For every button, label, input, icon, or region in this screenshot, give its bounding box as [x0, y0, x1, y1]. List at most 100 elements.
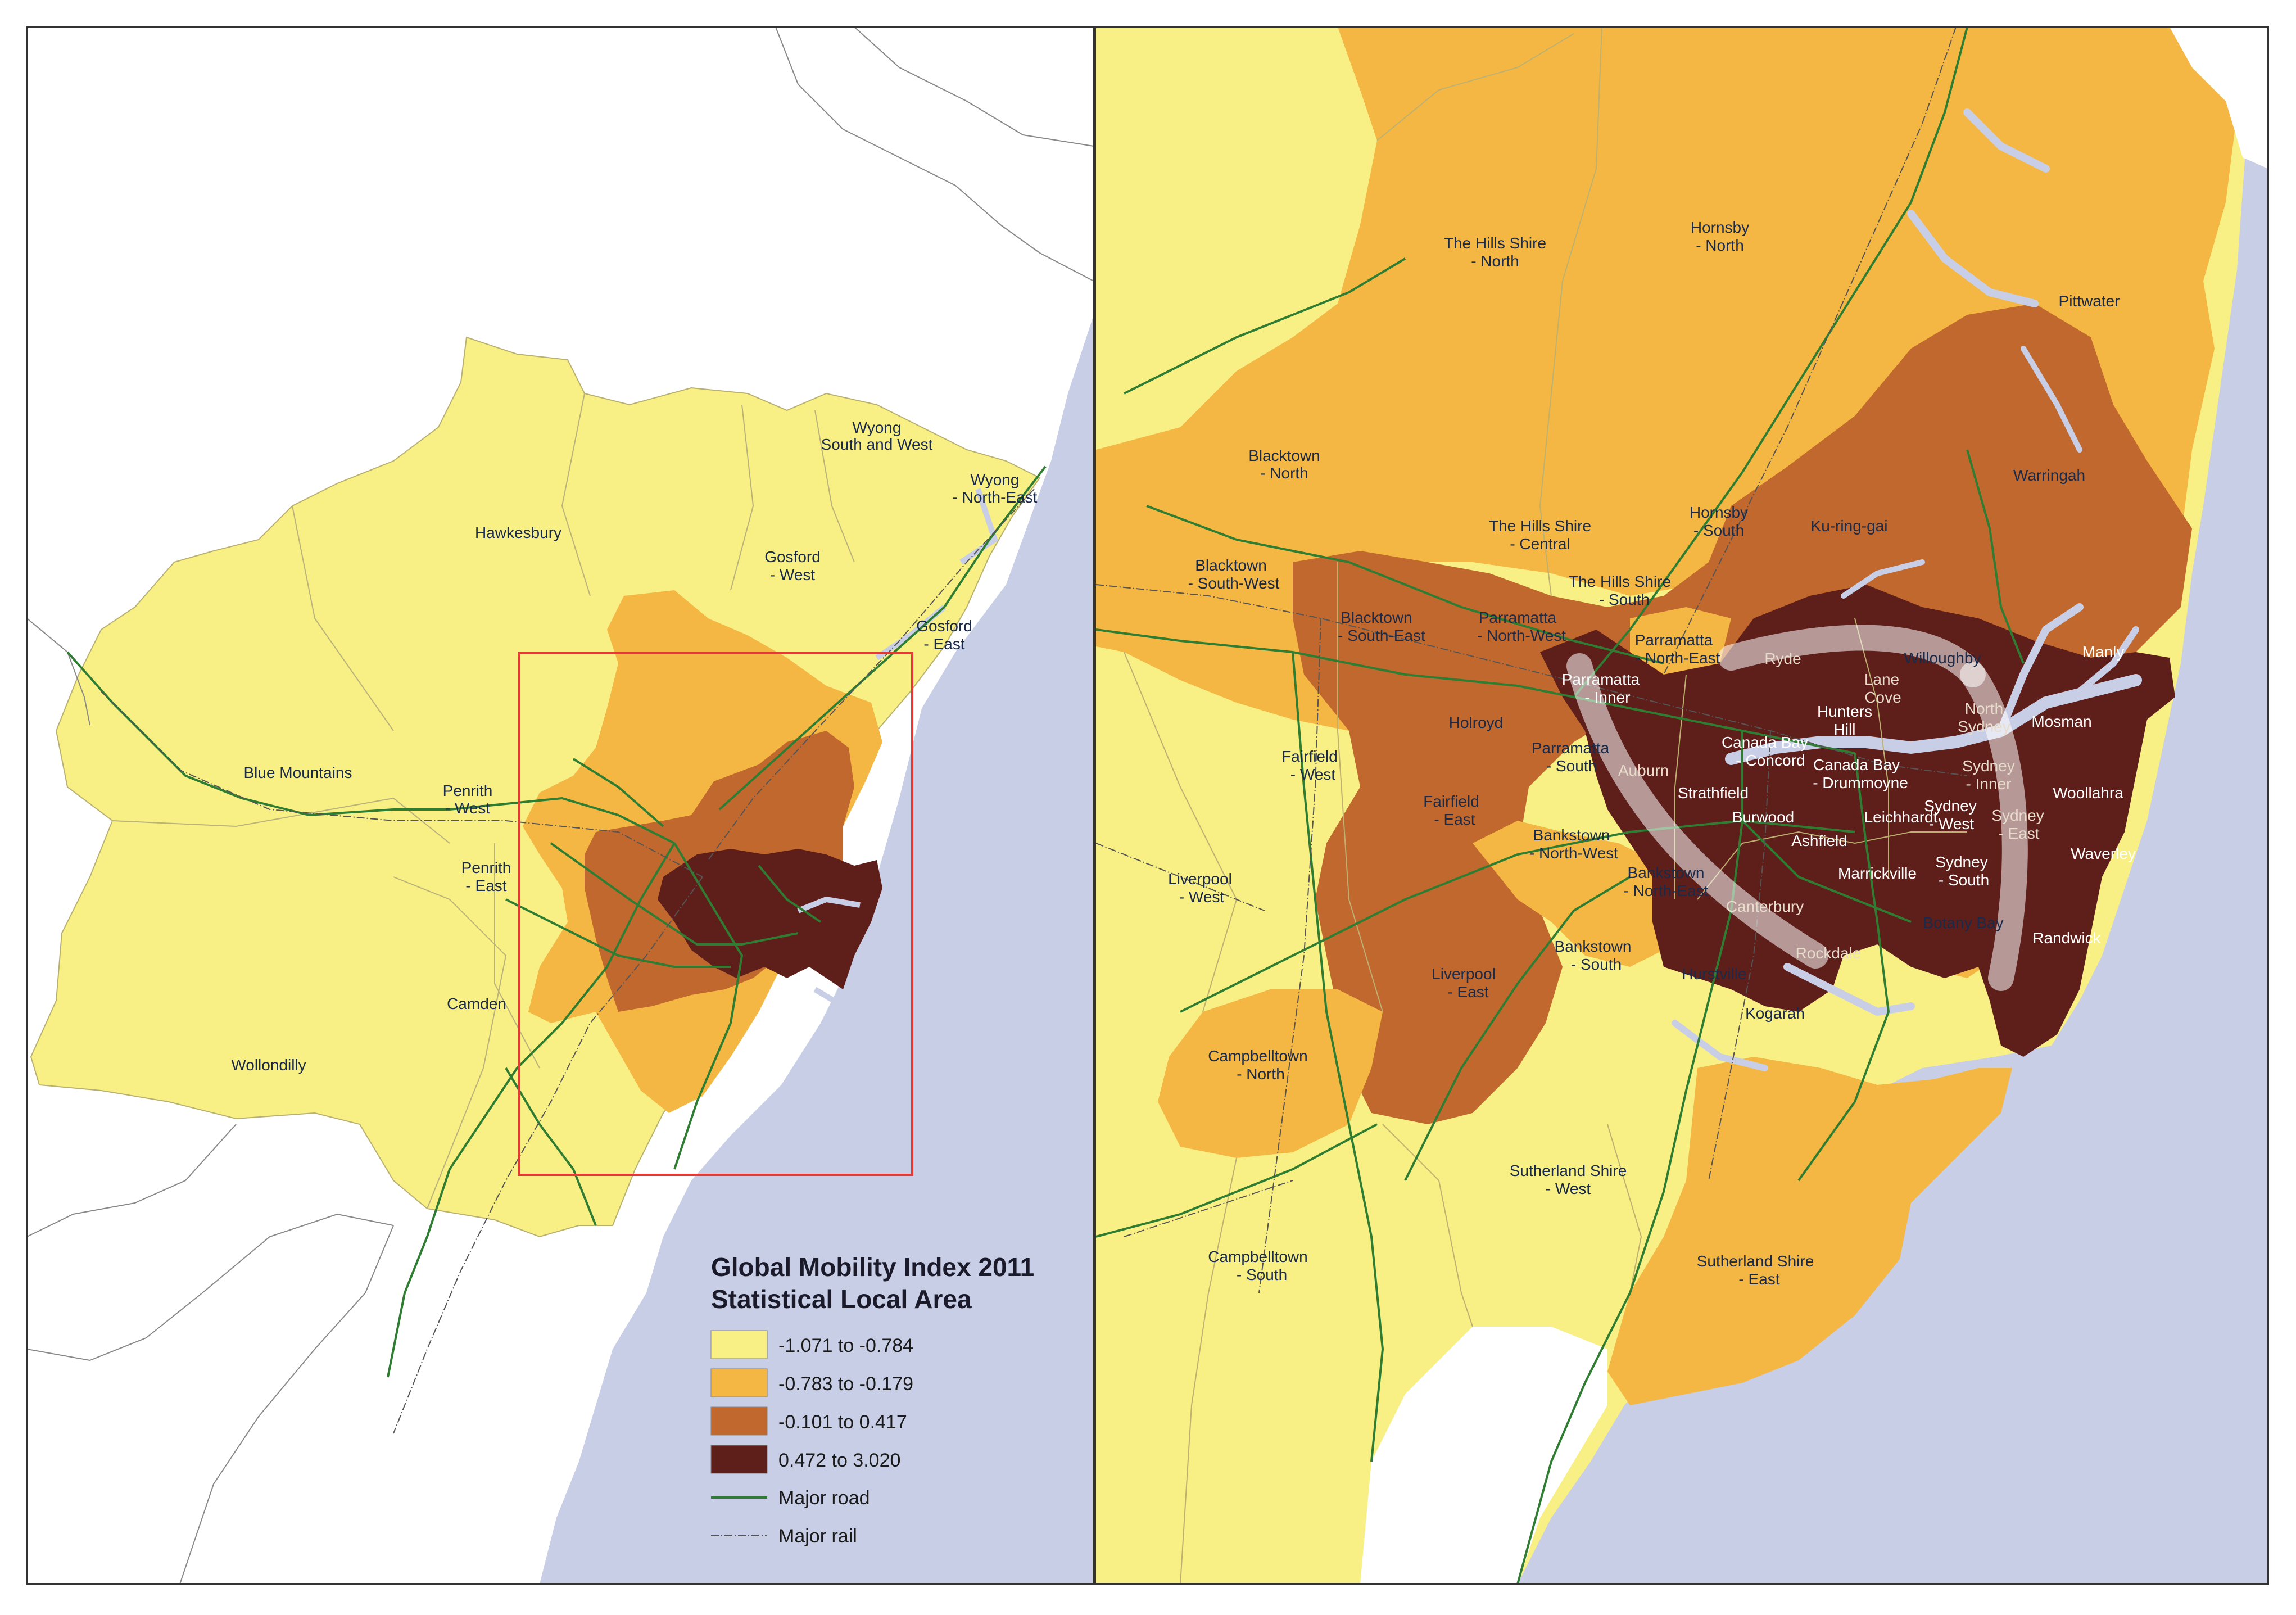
- label-woollahra: Woollahra: [2053, 784, 2123, 802]
- label-parramatta-inner-1: Parramatta: [1562, 671, 1640, 688]
- label-parramatta-north-east-2: - North-East: [1636, 649, 1720, 667]
- label-sydney-south-1: Sydney: [1935, 853, 1987, 871]
- detail-harbour-water: [1672, 108, 2142, 1071]
- label-sutherland-west-1: Sutherland Shire: [1510, 1162, 1627, 1179]
- label-ryde: Ryde: [1764, 650, 1801, 667]
- label-fairfield-west-1: Fairfield: [1281, 748, 1338, 765]
- label-blacktown-north-2: - North: [1260, 464, 1308, 482]
- label-parramatta-north-west-2: - North-West: [1477, 627, 1566, 644]
- overview-sea: [540, 315, 1094, 1584]
- detail-region-parramatta-ne: [1630, 607, 1731, 675]
- label-blacktown-south-west-1: Blacktown: [1195, 557, 1267, 574]
- label-bankstown-north-west-2: - North-West: [1529, 844, 1618, 862]
- label-parramatta-south-1: Parramatta: [1532, 739, 1610, 757]
- label-fairfield-west-2: - West: [1290, 766, 1336, 783]
- label-fairfield-east-2: - East: [1434, 811, 1475, 828]
- label-bankstown-north-east-1: Bankstown: [1628, 864, 1705, 881]
- label-sydney-south-2: - South: [1939, 871, 1989, 889]
- detail-region-midhigh: [1293, 304, 2192, 1124]
- label-hornsby-north-2: - North: [1696, 237, 1744, 254]
- label-randwick: Randwick: [2032, 929, 2101, 947]
- inset-extent-frame: [518, 652, 913, 1176]
- legend-swatch-class1: [710, 1330, 768, 1359]
- label-liverpool-west-2: - West: [1179, 888, 1225, 906]
- legend-swatch-class3: [710, 1406, 768, 1436]
- label-rockdale: Rockdale: [1796, 944, 1862, 962]
- label-ashfield: Ashfield: [1791, 832, 1847, 849]
- label-parramatta-north-west-1: Parramatta: [1479, 609, 1557, 626]
- detail-boundaries: [1124, 27, 1967, 1584]
- label-sutherland-east-1: Sutherland Shire: [1697, 1252, 1814, 1270]
- label-fairfield-east-1: Fairfield: [1423, 793, 1479, 810]
- detail-region-sutherland-east: [1607, 1057, 2012, 1405]
- detail-south-white-land: [1360, 1327, 1607, 1584]
- label-gosford-west-1: Gosford: [764, 548, 821, 566]
- label-campbelltown-south-1: Campbelltown: [1208, 1248, 1307, 1265]
- label-sydney-east-1: Sydney: [1991, 807, 2044, 824]
- label-canada-bay-concord-1: Canada Bay: [1722, 734, 1808, 751]
- label-hills-south-1: The Hills Shire: [1569, 573, 1671, 590]
- label-blacktown-south-east-1: Blacktown: [1341, 609, 1412, 626]
- label-blue-mountains: Blue Mountains: [243, 764, 352, 781]
- label-pittwater: Pittwater: [2059, 292, 2120, 310]
- label-gosford-west-2: - West: [770, 566, 816, 583]
- label-sydney-west-2: - West: [1929, 815, 1975, 833]
- detail-global-arc: [1566, 625, 2028, 991]
- label-canada-bay-concord-2: - Concord: [1736, 752, 1805, 769]
- label-canterbury: Canterbury: [1726, 898, 1804, 915]
- label-parramatta-inner-2: - Inner: [1585, 689, 1631, 706]
- label-penrith-east-1: Penrith: [461, 859, 511, 876]
- label-manly: Manly: [2082, 643, 2125, 661]
- detail-region-southwest-midlow: [1158, 989, 1383, 1158]
- label-hornsby-south-2: - South: [1693, 522, 1744, 539]
- label-hills-south-2: - South: [1599, 591, 1650, 608]
- overview-map-panel: Wyong South and West Wyong - North-East …: [27, 27, 1094, 1584]
- label-bankstown-north-east-2: - North-East: [1624, 882, 1709, 899]
- legend-label-class3: -0.101 to 0.417: [778, 1412, 907, 1433]
- label-hawkesbury: Hawkesbury: [475, 524, 561, 541]
- legend-label-rail: Major rail: [778, 1526, 857, 1547]
- label-bankstown-south-2: - South: [1571, 956, 1622, 973]
- label-hills-central-1: The Hills Shire: [1489, 517, 1591, 535]
- label-hills-north-1: The Hills Shire: [1444, 234, 1546, 252]
- label-mosman: Mosman: [2031, 713, 2091, 730]
- label-warringah: Warringah: [2013, 467, 2085, 484]
- label-willoughby: Willoughby: [1904, 649, 1981, 667]
- label-north-sydney-2: Sydney: [1958, 718, 2010, 735]
- label-lane-cove-1: Lane: [1864, 671, 1899, 688]
- label-blacktown-south-east-2: - South-East: [1338, 627, 1425, 644]
- label-leichhardt: Leichhardt: [1864, 808, 1938, 826]
- label-penrith-west-1: Penrith: [443, 782, 493, 799]
- label-hills-central-2: - Central: [1510, 535, 1570, 553]
- label-wyong-south-west-1: Wyong: [853, 419, 902, 436]
- label-canada-bay-drummoyne-1: Canada Bay: [1813, 756, 1900, 773]
- label-wyong-north-east-2: - North-East: [953, 488, 1038, 506]
- overview-external-boundaries: [27, 27, 1094, 1584]
- legend-label-class4: 0.472 to 3.020: [778, 1450, 900, 1471]
- label-hornsby-south-1: Hornsby: [1690, 504, 1748, 521]
- label-campbelltown-south-2: - South: [1237, 1266, 1287, 1283]
- label-bankstown-north-west-1: Bankstown: [1533, 826, 1610, 844]
- label-kogarah: Kogarah: [1745, 1005, 1805, 1022]
- legend-title-line1: Global Mobility Index 2011: [711, 1252, 1034, 1282]
- label-hunters-hill-2: Hill: [1834, 721, 1856, 738]
- label-parramatta-south-2: - South: [1546, 757, 1597, 775]
- label-burwood: Burwood: [1732, 808, 1795, 826]
- label-liverpool-east-2: - East: [1447, 983, 1488, 1001]
- legend-swatch-class2: [710, 1368, 768, 1397]
- legend-label-class1: -1.071 to -0.784: [778, 1335, 913, 1356]
- label-strathfield: Strathfield: [1678, 784, 1749, 802]
- label-botany-bay: Botany Bay: [1923, 914, 2003, 931]
- label-liverpool-west-1: Liverpool: [1168, 870, 1232, 888]
- label-bankstown-south-1: Bankstown: [1555, 938, 1632, 955]
- label-blacktown-south-west-2: - South-West: [1188, 574, 1280, 592]
- label-sutherland-east-2: - East: [1738, 1270, 1779, 1288]
- detail-place-labels: The Hills Shire - North Hornsby - North …: [1168, 219, 2136, 1288]
- overview-region-high: [658, 849, 882, 989]
- detail-region-center-midlow: [1473, 821, 1686, 967]
- legend: Global Mobility Index 2011 Statistical L…: [710, 1252, 1034, 1547]
- overview-boundaries: [112, 393, 855, 1209]
- detail-major-roads: [1096, 27, 2025, 1584]
- label-sydney-west-1: Sydney: [1924, 797, 1976, 815]
- label-wyong-north-east-1: Wyong: [971, 471, 1020, 488]
